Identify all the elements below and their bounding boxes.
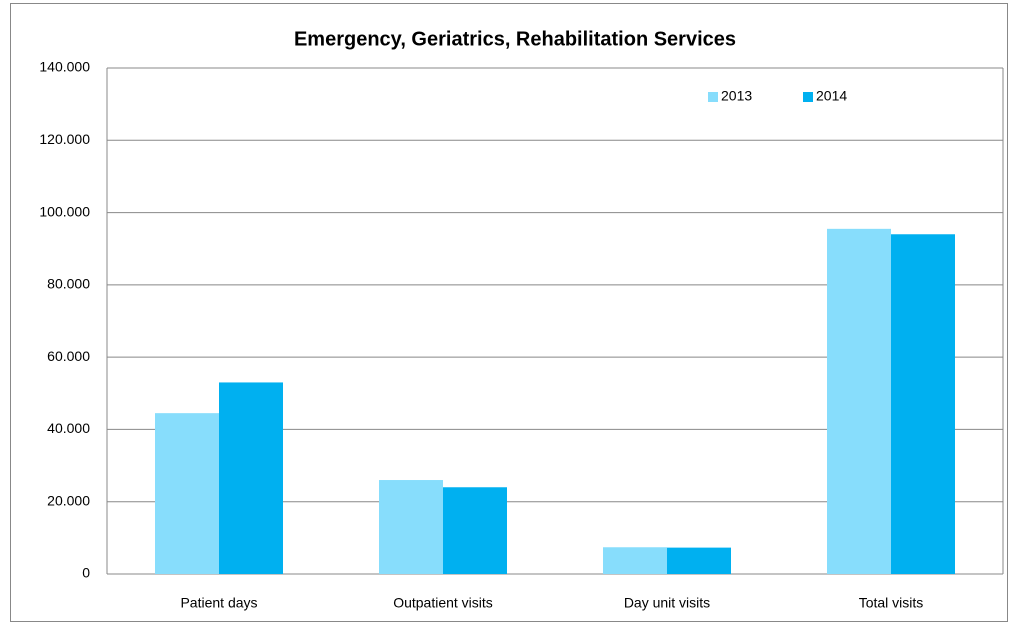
bar xyxy=(155,413,219,574)
bar xyxy=(443,487,507,574)
y-tick-label: 100.000 xyxy=(39,203,90,219)
y-tick-label: 80.000 xyxy=(47,276,90,292)
chart-title: Emergency, Geriatrics, Rehabilitation Se… xyxy=(294,28,736,50)
y-tick-label: 120.000 xyxy=(39,131,90,147)
bar xyxy=(379,480,443,574)
y-tick-label: 20.000 xyxy=(47,492,90,508)
legend-label: 2013 xyxy=(721,88,752,104)
bar xyxy=(667,547,731,574)
x-tick-label: Total visits xyxy=(859,595,924,611)
bar xyxy=(603,547,667,574)
y-tick-label: 140.000 xyxy=(39,59,90,75)
y-tick-label: 0 xyxy=(82,565,90,581)
x-tick-label: Day unit visits xyxy=(624,595,710,611)
x-tick-label: Outpatient visits xyxy=(393,595,493,611)
y-tick-label: 40.000 xyxy=(47,420,90,436)
legend-swatch xyxy=(708,92,718,102)
bar xyxy=(891,234,955,574)
legend-swatch xyxy=(803,92,813,102)
legend-label: 2014 xyxy=(816,88,847,104)
y-tick-label: 60.000 xyxy=(47,348,90,364)
x-tick-label: Patient days xyxy=(180,595,257,611)
bar xyxy=(219,382,283,574)
bar xyxy=(827,228,891,575)
